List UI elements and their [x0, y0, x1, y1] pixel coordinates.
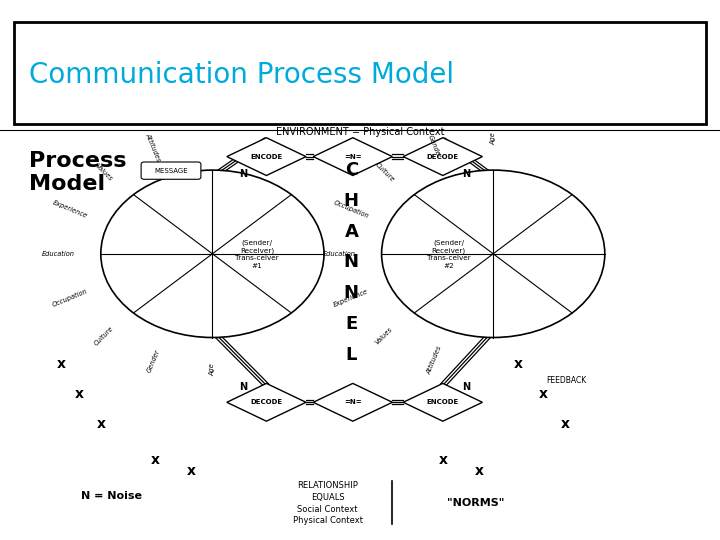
Text: Experience: Experience: [52, 200, 89, 219]
Text: x: x: [75, 387, 84, 401]
Text: Occupation: Occupation: [52, 288, 89, 308]
Text: MESSAGE: MESSAGE: [155, 167, 188, 174]
Text: x: x: [561, 417, 570, 431]
Text: Process
Model: Process Model: [29, 151, 126, 194]
Text: Values: Values: [374, 326, 394, 346]
Text: =N=: =N=: [344, 399, 361, 406]
Text: x: x: [514, 357, 523, 372]
Text: H: H: [344, 192, 359, 210]
Polygon shape: [313, 138, 392, 176]
Text: Values: Values: [94, 162, 113, 182]
FancyBboxPatch shape: [141, 162, 201, 179]
Polygon shape: [313, 383, 392, 421]
Text: A: A: [344, 222, 359, 241]
Text: ENCODE: ENCODE: [251, 153, 282, 160]
Text: ENCODE: ENCODE: [427, 399, 459, 406]
Text: DECODE: DECODE: [427, 153, 459, 160]
Text: Occupation: Occupation: [333, 200, 369, 220]
Text: N: N: [462, 169, 470, 179]
Text: Age: Age: [210, 363, 215, 376]
Text: (Sender/
Receiver)
Trans-ceiver
#2: (Sender/ Receiver) Trans-ceiver #2: [427, 239, 470, 268]
Text: L: L: [346, 346, 357, 364]
Text: Education: Education: [42, 251, 75, 257]
Polygon shape: [227, 383, 306, 421]
Polygon shape: [403, 138, 482, 176]
Text: Education: Education: [323, 251, 356, 257]
Text: N = Noise: N = Noise: [81, 491, 142, 501]
Polygon shape: [403, 383, 482, 421]
Text: N: N: [462, 382, 470, 392]
Text: N: N: [344, 253, 359, 272]
Polygon shape: [227, 138, 306, 176]
Text: x: x: [186, 464, 195, 478]
Text: Attitudes: Attitudes: [426, 346, 443, 376]
Text: C: C: [345, 161, 358, 179]
Text: Gender: Gender: [146, 348, 161, 373]
Text: x: x: [57, 357, 66, 372]
Circle shape: [101, 170, 324, 338]
Text: Culture: Culture: [374, 161, 395, 183]
Text: =N=: =N=: [344, 153, 361, 160]
Text: Culture: Culture: [93, 325, 114, 346]
Text: x: x: [150, 453, 159, 467]
Text: ENVIRONMENT = Physical Context: ENVIRONMENT = Physical Context: [276, 127, 444, 137]
Text: Communication Process Model: Communication Process Model: [29, 61, 454, 89]
Text: (Sender/
Receiver)
Trans-ceiver
#1: (Sender/ Receiver) Trans-ceiver #1: [235, 239, 279, 268]
Text: N: N: [239, 169, 248, 179]
Text: N: N: [239, 382, 248, 392]
Text: N: N: [344, 284, 359, 302]
Text: Experience: Experience: [333, 288, 369, 308]
Text: E: E: [345, 315, 358, 333]
Text: DECODE: DECODE: [251, 399, 282, 406]
Text: Attitudes: Attitudes: [145, 132, 162, 162]
Text: x: x: [474, 464, 483, 478]
Text: RELATIONSHIP
EQUALS
Social Context
Physical Context: RELATIONSHIP EQUALS Social Context Physi…: [292, 481, 363, 525]
Text: x: x: [539, 387, 548, 401]
Text: Gender: Gender: [427, 134, 442, 160]
FancyBboxPatch shape: [14, 22, 706, 124]
Text: FEEDBACK: FEEDBACK: [546, 376, 586, 385]
Text: x: x: [96, 417, 105, 431]
Text: x: x: [438, 453, 447, 467]
Text: "NORMS": "NORMS": [446, 498, 504, 508]
Text: Age: Age: [490, 132, 496, 145]
Circle shape: [382, 170, 605, 338]
